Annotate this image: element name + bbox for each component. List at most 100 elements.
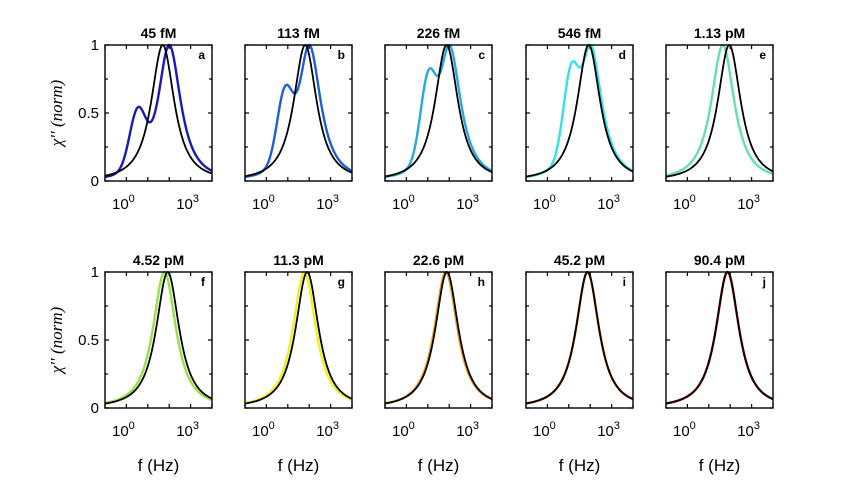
xtick-base: 10 [673,423,690,440]
xtick-exponent: 3 [754,420,760,432]
panel-title: 45 fM [141,25,177,41]
xtick-label: 100 [673,193,696,213]
ytick-label: 0 [91,173,99,190]
xtick-base: 10 [533,196,550,213]
series-line-h [385,270,492,405]
panel-title: 45.2 pM [554,252,605,268]
panel-title: 226 fM [417,25,461,41]
ytick-label: 0.5 [78,332,99,349]
xtick-exponent: 0 [129,420,135,432]
axes-frame-d [525,44,634,182]
xtick-label: 103 [176,193,199,213]
xtick-label: 103 [316,193,339,213]
xtick-label: 100 [392,420,415,440]
reference-line-g [245,271,352,405]
xtick-exponent: 3 [754,193,760,205]
xtick-exponent: 0 [550,193,556,205]
xtick-exponent: 0 [690,420,696,432]
series-line-c [385,43,492,179]
reference-line-h [385,271,492,405]
x-axis-label: f (Hz) [418,456,460,475]
reference-line-a [105,44,212,177]
xtick-base: 10 [252,196,269,213]
xtick-exponent: 0 [129,193,135,205]
x-axis-label: f (Hz) [278,456,320,475]
xtick-exponent: 3 [614,193,620,205]
xtick-base: 10 [176,423,193,440]
panel-letter: d [619,48,626,62]
series-line-i [526,270,633,405]
ytick-label: 1 [91,264,99,281]
xtick-label: 103 [316,420,339,440]
xtick-exponent: 0 [269,193,275,205]
panel-letter: g [338,275,345,289]
reference-line-e [666,44,773,178]
xtick-label: 103 [456,193,479,213]
series-line-b [245,43,352,179]
panel-letter: h [478,275,485,289]
panel-title: 4.52 pM [133,252,184,268]
panel-title: 113 fM [277,25,320,41]
xtick-label: 100 [533,420,556,440]
reference-line-b [245,44,352,178]
xtick-label: 100 [112,193,135,213]
x-axis-label: f (Hz) [559,456,601,475]
xtick-label: 100 [673,420,696,440]
xtick-base: 10 [392,196,409,213]
series-line-j [666,270,773,405]
panel-letter: c [478,48,485,62]
xtick-exponent: 3 [473,420,479,432]
xtick-exponent: 0 [690,193,696,205]
xtick-base: 10 [456,423,473,440]
reference-line-i [526,271,633,405]
ytick-label: 0 [91,400,99,417]
reference-line-f [105,271,212,405]
x-axis-label: f (Hz) [699,456,741,475]
reference-line-c [385,44,492,178]
xtick-label: 100 [252,193,275,213]
xtick-base: 10 [737,423,754,440]
reference-line-j [666,271,773,405]
panel-title: 11.3 pM [273,252,324,268]
axes-frame-a [104,44,213,182]
xtick-label: 103 [737,420,760,440]
x-axis-label: f (Hz) [138,456,180,475]
xtick-exponent: 3 [614,420,620,432]
panel-letter: b [338,48,345,62]
xtick-base: 10 [533,423,550,440]
ytick-label: 0.5 [78,105,99,122]
series-line-a [105,43,212,179]
panel-title: 22.6 pM [413,252,464,268]
xtick-exponent: 3 [333,193,339,205]
ytick-label: 1 [91,37,99,54]
xtick-base: 10 [176,196,193,213]
xtick-base: 10 [456,196,473,213]
xtick-base: 10 [112,196,129,213]
xtick-base: 10 [316,423,333,440]
panel-letter: a [198,48,205,62]
panel-title: 90.4 pM [694,252,745,268]
xtick-label: 103 [597,420,620,440]
xtick-base: 10 [597,196,614,213]
xtick-base: 10 [392,423,409,440]
xtick-exponent: 3 [193,193,199,205]
xtick-label: 100 [112,420,135,440]
xtick-base: 10 [737,196,754,213]
xtick-label: 103 [456,420,479,440]
xtick-exponent: 0 [409,193,415,205]
xtick-exponent: 3 [333,420,339,432]
series-line-e [666,43,773,177]
xtick-label: 103 [597,193,620,213]
xtick-label: 100 [252,420,275,440]
xtick-exponent: 0 [550,420,556,432]
